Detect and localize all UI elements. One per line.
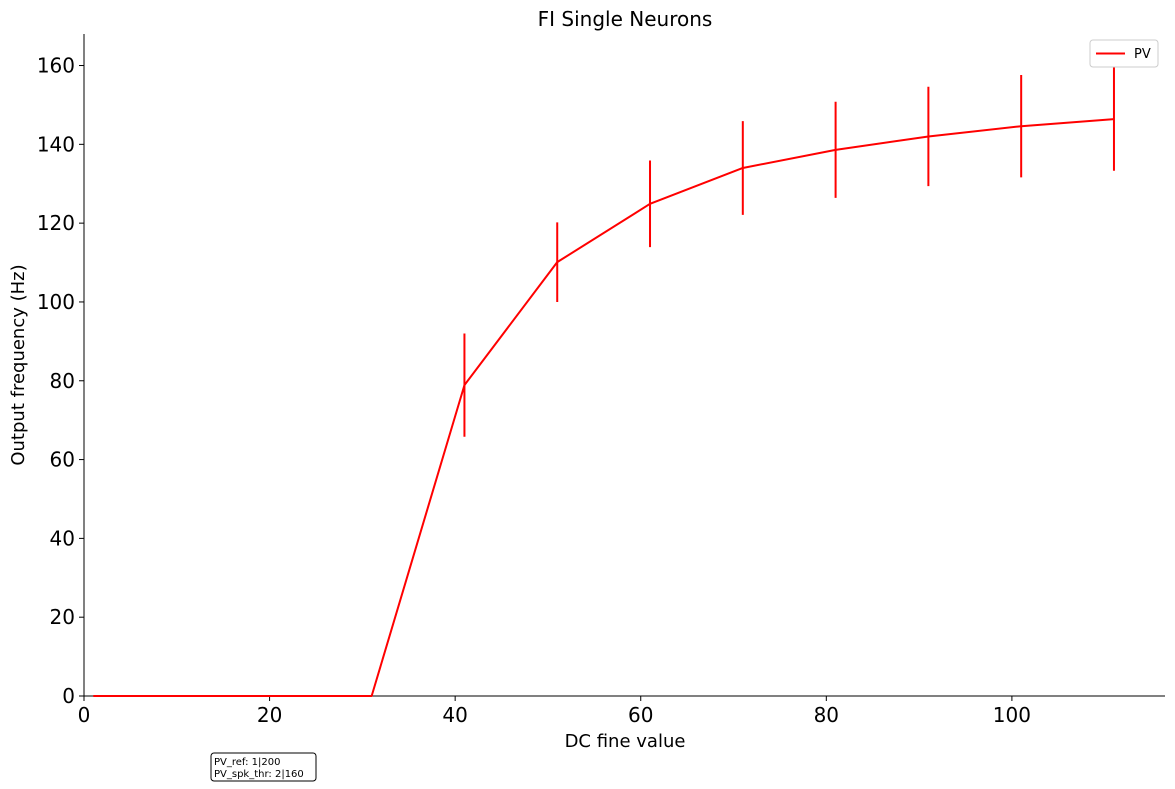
y-tick-label: 60 [50,448,75,472]
annotation-line-ref: PV_ref: 1|200 [214,757,280,768]
legend: PV [1089,39,1159,68]
x-tick-label: 0 [78,703,91,727]
axes: 0 20 40 60 80 100 0 20 40 60 80 100 120 140 160 [37,34,1165,727]
y-tick-label: 140 [37,132,75,156]
annotation-line-spk-thr: PV_spk_thr: 2|160 [214,769,304,780]
y-tick-label: 80 [50,369,75,393]
x-tick-label: 40 [442,703,467,727]
chart-title: FI Single Neurons [538,7,713,31]
annotation-frame [210,752,317,782]
y-tick-label: 100 [37,290,75,314]
y-axis-label: Output frequency (Hz) [8,264,29,465]
legend-label-pv: PV [1134,47,1151,62]
x-axis-label: DC fine value [565,731,686,752]
y-tick-label: 40 [50,526,75,550]
y-tick-label: 120 [37,211,75,235]
series-line-pv [93,118,1115,697]
y-tick-label: 0 [62,684,75,708]
y-tick-label: 160 [37,54,75,78]
y-tick-label: 20 [50,605,75,629]
x-tick-label: 80 [814,703,839,727]
series-layer [93,67,1115,697]
x-tick-label: 60 [628,703,653,727]
parameter-annotation-box: PV_ref: 1|200 PV_spk_thr: 2|160 [210,752,317,782]
x-tick-label: 20 [257,703,282,727]
x-tick-label: 100 [993,703,1031,727]
